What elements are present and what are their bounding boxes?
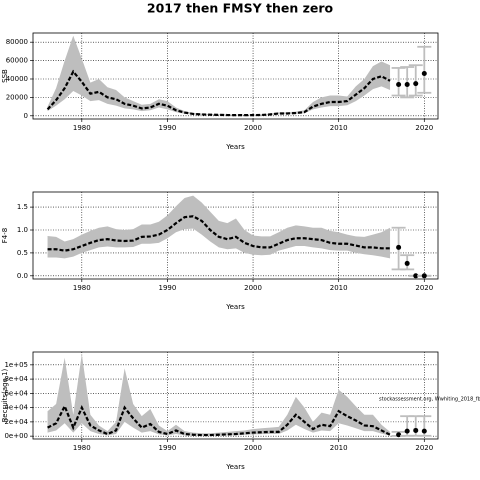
plot-frame	[32, 191, 439, 280]
forecast-point	[404, 428, 410, 434]
x-tick-label: 1980	[73, 284, 91, 292]
y-axis-label: F4-8	[1, 228, 9, 243]
y-tick-label: 60000	[6, 57, 28, 65]
x-tick-label: 2010	[330, 444, 348, 452]
x-tick-label: 2010	[330, 284, 348, 292]
y-tick-label: 0.5	[17, 249, 28, 257]
forecast-point	[421, 273, 427, 279]
forecast-point	[421, 428, 427, 434]
forecast-point	[421, 70, 427, 76]
x-tick-label: 2020	[415, 284, 433, 292]
y-tick-label: 20000	[6, 93, 28, 101]
plot-frame	[32, 32, 439, 120]
estimate-line	[47, 403, 391, 437]
x-tick-label: 2020	[415, 124, 433, 132]
x-tick-label: 2010	[330, 124, 348, 132]
forecast-point	[396, 82, 402, 88]
chart-title: 2017 then FMSY then zero	[147, 1, 334, 16]
x-tick-label: 1990	[159, 124, 177, 132]
y-tick-label: 0.0	[17, 272, 28, 280]
plot-frame	[32, 351, 439, 440]
x-tick-label: 2020	[415, 444, 433, 452]
x-axis-label: Years	[225, 463, 245, 471]
y-tick-label: 4e+04	[4, 404, 28, 412]
x-tick-label: 1980	[73, 444, 91, 452]
y-tick-label: 8e+04	[4, 375, 28, 383]
forecast-point	[413, 273, 419, 279]
x-tick-label: 2000	[244, 444, 262, 452]
forecast-point	[404, 260, 410, 266]
forecast-point	[404, 82, 410, 88]
y-tick-label: 1e+05	[4, 361, 28, 369]
y-axis-label: SSB	[1, 69, 9, 83]
x-tick-label: 1980	[73, 124, 91, 132]
y-tick-label: 1.5	[17, 203, 28, 211]
forecast-point	[413, 81, 419, 87]
y-tick-label: 0e+00	[4, 432, 28, 440]
x-axis-label: Years	[225, 143, 245, 151]
annotation: stockassessment.org, Wwhiting_2018_fb	[379, 397, 480, 403]
confidence-band	[47, 354, 391, 436]
y-tick-label: 0	[24, 112, 28, 120]
y-tick-label: 2e+04	[4, 418, 28, 426]
forecast-point	[396, 432, 402, 438]
x-axis-label: Years	[225, 303, 245, 311]
x-tick-label: 2000	[244, 124, 262, 132]
confidence-band	[47, 195, 391, 259]
estimate-line	[46, 69, 391, 117]
x-tick-label: 1990	[159, 284, 177, 292]
y-axis-label: Recruits(age 1)	[1, 368, 9, 422]
forecast-point	[396, 244, 402, 250]
y-tick-label: 6e+04	[4, 389, 28, 397]
forecast-point	[413, 427, 419, 433]
x-tick-label: 2000	[244, 284, 262, 292]
estimate-line	[47, 215, 391, 252]
y-tick-label: 1.0	[17, 226, 28, 234]
y-tick-label: 40000	[6, 75, 28, 83]
x-tick-label: 1990	[159, 444, 177, 452]
y-tick-label: 80000	[6, 38, 28, 46]
